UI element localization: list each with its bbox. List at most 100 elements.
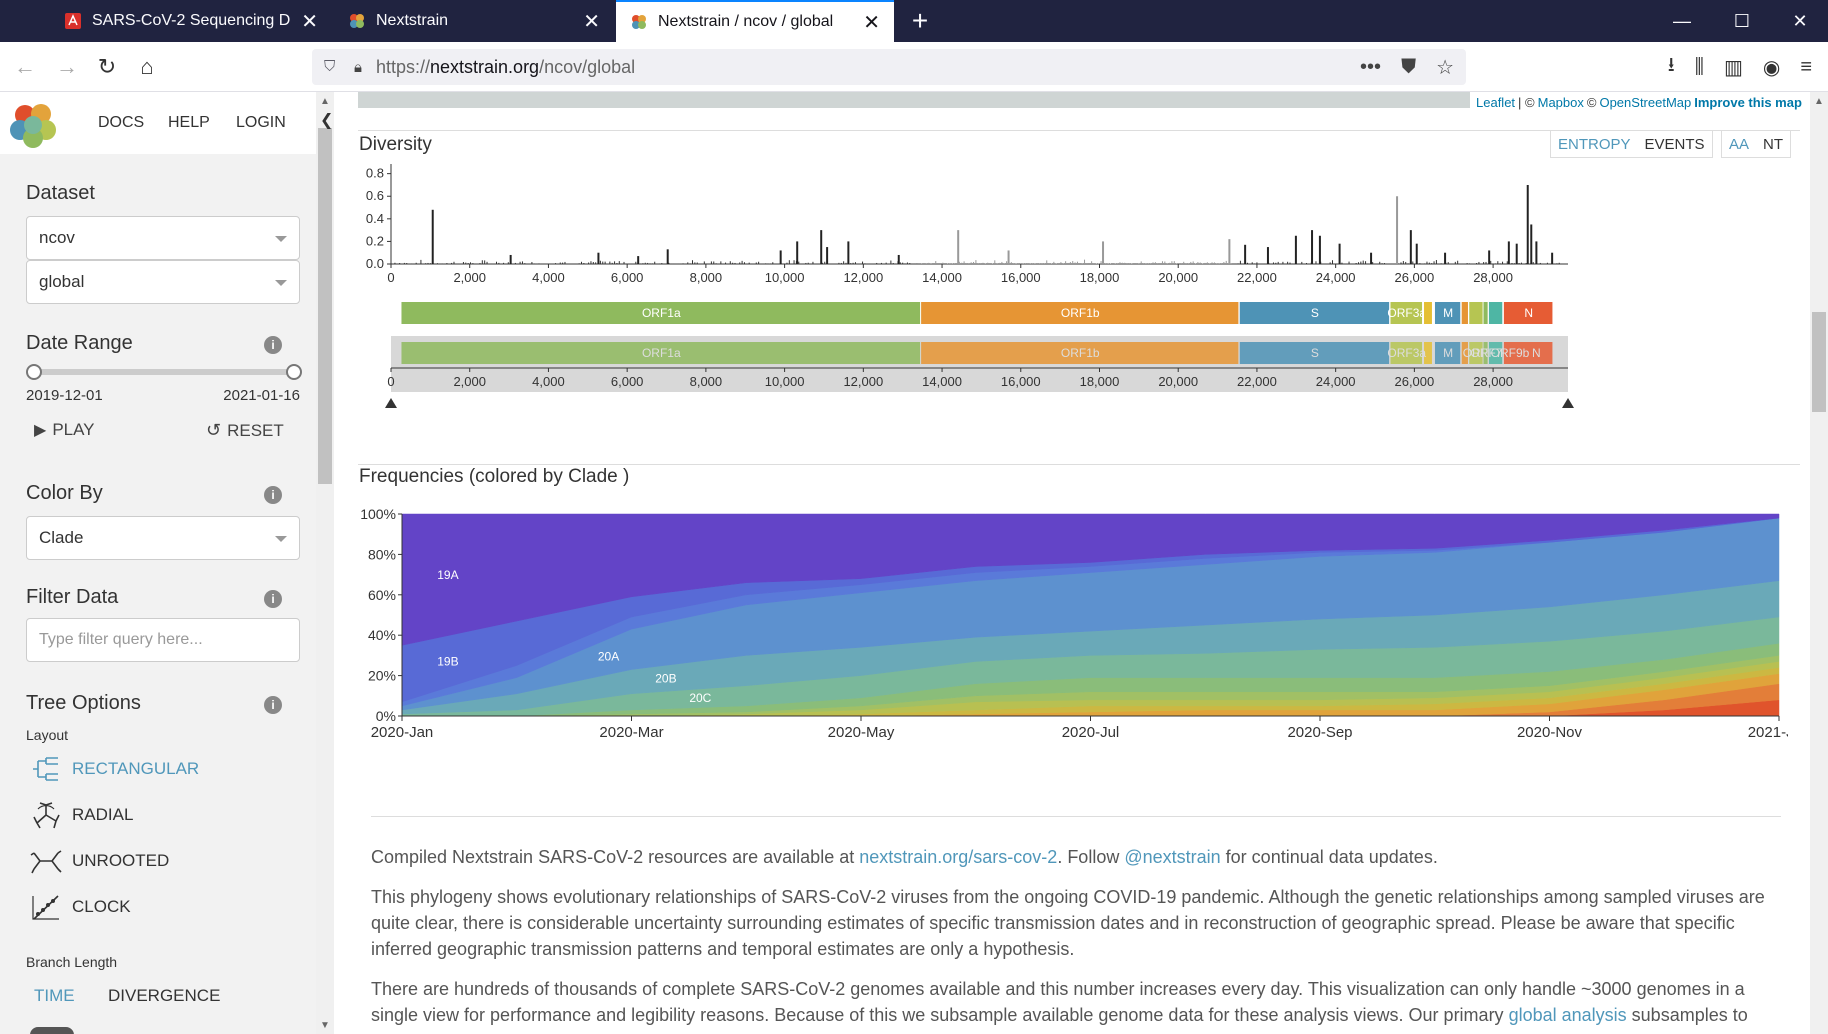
tracking-shield-icon[interactable]: ⛉ bbox=[324, 58, 336, 75]
dataset-value: global bbox=[39, 272, 85, 291]
zoom-gene-e bbox=[1424, 342, 1432, 364]
zoom-gene-n bbox=[1503, 342, 1553, 364]
page-actions-menu-icon[interactable]: ••• bbox=[1360, 55, 1382, 78]
nextstrain-twitter-link[interactable]: @nextstrain bbox=[1124, 847, 1221, 867]
layout-radial-option[interactable]: RADIAL bbox=[30, 798, 133, 832]
zoom-gene-orf8 bbox=[1488, 342, 1503, 364]
back-arrow-icon[interactable]: ← bbox=[14, 54, 36, 79]
improve-map-link[interactable]: Improve this map bbox=[1694, 94, 1802, 110]
close-tab-icon[interactable]: ✕ bbox=[583, 10, 600, 33]
zoom-x-tick-label: 20,000 bbox=[1158, 374, 1198, 389]
x-tick-label: 2021-Jan bbox=[1748, 724, 1788, 741]
sidebar-scroll-thumb[interactable] bbox=[318, 128, 332, 484]
zoom-gene-orf1a bbox=[401, 342, 921, 364]
hamburger-menu-icon[interactable]: ≡ bbox=[1800, 55, 1812, 78]
y-tick-label: 0.2 bbox=[366, 233, 384, 248]
sidebar-toggle-icon[interactable]: ▥ bbox=[1723, 56, 1743, 79]
controls-sidebar: DOCS HELP LOGIN Dataset ncov global Date… bbox=[0, 92, 316, 1034]
padlock-icon[interactable]: 🔒︎ bbox=[354, 58, 362, 76]
reset-button[interactable]: ↺ RESET bbox=[206, 420, 284, 441]
nextstrain-logo-icon[interactable] bbox=[8, 100, 58, 150]
nt-toggle[interactable]: NT bbox=[1763, 135, 1784, 153]
y-tick-label: 60% bbox=[368, 587, 396, 603]
global-analysis-link[interactable]: global analysis bbox=[1508, 1005, 1627, 1025]
new-tab-plus-icon[interactable]: + bbox=[911, 5, 929, 36]
pocket-icon[interactable]: ⛊ bbox=[1401, 55, 1417, 78]
map-bottom-edge[interactable] bbox=[358, 92, 1800, 108]
minimize-icon[interactable]: — bbox=[1673, 10, 1691, 31]
close-tab-icon[interactable]: ✕ bbox=[863, 11, 880, 34]
branch-length-divergence-option[interactable]: DIVERGENCE bbox=[108, 986, 221, 1005]
main-scroll-thumb[interactable] bbox=[1812, 312, 1826, 412]
main-scrollbar[interactable]: ▲ bbox=[1810, 92, 1828, 1034]
close-window-icon[interactable]: ✕ bbox=[1792, 10, 1808, 31]
y-tick-label: 0% bbox=[376, 708, 396, 724]
tab-nextstrain-ncov-global[interactable]: Nextstrain / ncov / global ✕ bbox=[616, 0, 894, 42]
collapse-sidebar-chevron-icon[interactable]: ❮ bbox=[320, 112, 334, 129]
mapbox-link[interactable]: Mapbox bbox=[1537, 94, 1584, 110]
x-tick-label: 16,000 bbox=[1001, 270, 1041, 285]
date-range-end-handle[interactable] bbox=[286, 364, 302, 380]
library-icon[interactable]: ⫼ bbox=[1694, 55, 1704, 78]
reload-icon[interactable]: ↻ bbox=[97, 54, 117, 79]
divider bbox=[358, 464, 1800, 465]
zoom-gene-label: N bbox=[1532, 346, 1541, 360]
docs-link[interactable]: DOCS bbox=[98, 114, 145, 131]
zoom-x-tick-label: 26,000 bbox=[1394, 374, 1434, 389]
entropy-toggle[interactable]: ENTROPY bbox=[1558, 135, 1631, 153]
downloads-icon[interactable]: ⭳ bbox=[1667, 54, 1675, 76]
filter-query-input[interactable] bbox=[26, 618, 300, 662]
date-range-start-handle[interactable] bbox=[26, 364, 42, 380]
maximize-icon[interactable]: ☐ bbox=[1733, 10, 1751, 31]
gene-orf7a bbox=[1469, 302, 1483, 324]
gene-label-orf1b: ORF1b bbox=[1061, 306, 1100, 320]
layout-clock-option[interactable]: CLOCK bbox=[30, 890, 131, 924]
scroll-down-icon[interactable]: ▼ bbox=[320, 1019, 330, 1031]
branch-length-time-option[interactable]: TIME bbox=[34, 986, 75, 1005]
sidebar-scrollbar[interactable]: ▲ ▼ bbox=[316, 92, 334, 1034]
info-icon[interactable]: i bbox=[264, 336, 282, 354]
tab-sars-cov-2-sequencing[interactable]: SARS-CoV-2 Sequencing Data: ✕ bbox=[50, 0, 332, 42]
toggle-switch[interactable] bbox=[30, 1027, 74, 1034]
address-bar[interactable]: ⛉ 🔒︎ https://nextstrain.org/ncov/global … bbox=[312, 49, 1466, 85]
y-tick-label: 0.0 bbox=[366, 256, 384, 271]
info-icon[interactable]: i bbox=[264, 486, 282, 504]
account-icon[interactable]: ◉ bbox=[1762, 56, 1781, 79]
layout-rectangular-option[interactable]: RECTANGULAR bbox=[30, 752, 199, 786]
frequencies-stream-chart[interactable]: 20C 20B 20A 19B 19A 0% 20% 40% 60% 80% 100% 2020-Ja… bbox=[358, 502, 1788, 764]
leaflet-link[interactable]: Leaflet bbox=[1476, 94, 1516, 110]
bookmark-star-icon[interactable]: ☆ bbox=[1436, 56, 1454, 79]
close-tab-icon[interactable]: ✕ bbox=[301, 10, 318, 33]
scroll-up-icon[interactable]: ▲ bbox=[1814, 95, 1824, 107]
info-icon[interactable]: i bbox=[264, 590, 282, 608]
gene-m bbox=[1434, 302, 1461, 324]
date-range-slider[interactable] bbox=[34, 369, 294, 375]
color-by-select[interactable]: Clade bbox=[26, 516, 300, 560]
gene-label-m: M bbox=[1443, 306, 1453, 320]
play-button[interactable]: ▶ PLAY bbox=[34, 420, 95, 440]
y-tick-label: 80% bbox=[368, 546, 396, 562]
entropy-events-toggle: ENTROPY EVENTS bbox=[1550, 130, 1713, 158]
navigation-toolbar: ← → ↻ ⌂ ⛉ 🔒︎ https://nextstrain.org/ncov… bbox=[0, 42, 1828, 92]
frequencies-title: Frequencies (colored by Clade ) bbox=[359, 466, 630, 487]
date-range-start: 2019-12-01 bbox=[26, 387, 103, 404]
tab-nextstrain[interactable]: Nextstrain ✕ bbox=[334, 0, 614, 42]
layout-unrooted-option[interactable]: UNROOTED bbox=[30, 844, 169, 878]
info-icon[interactable]: i bbox=[264, 696, 282, 714]
forward-arrow-icon[interactable]: → bbox=[56, 54, 78, 79]
sars-cov-2-resources-link[interactable]: nextstrain.org/sars-cov-2 bbox=[859, 847, 1058, 867]
events-toggle[interactable]: EVENTS bbox=[1644, 135, 1705, 153]
openstreetmap-link[interactable]: OpenStreetMap bbox=[1599, 94, 1692, 110]
diversity-entropy-chart[interactable]: 0.0 0.2 0.4 0.6 0.8 0 2,000 4,000 6,000 8,000 10,0… bbox=[358, 158, 1788, 468]
zoom-x-tick-label: 12,000 bbox=[843, 374, 883, 389]
login-link[interactable]: LOGIN bbox=[236, 114, 286, 131]
footer-paragraph-subsampling: There are hundreds of thousands of compl… bbox=[371, 976, 1781, 1028]
help-link[interactable]: HELP bbox=[168, 114, 210, 131]
unrooted-tree-icon bbox=[30, 850, 62, 874]
aa-toggle[interactable]: AA bbox=[1729, 135, 1750, 153]
home-icon[interactable]: ⌂ bbox=[140, 54, 154, 79]
dataset-select-primary[interactable]: ncov bbox=[26, 216, 300, 260]
url-text[interactable]: https://nextstrain.org/ncov/global bbox=[375, 56, 636, 77]
scroll-up-icon[interactable]: ▲ bbox=[320, 95, 330, 107]
dataset-select-secondary[interactable]: global bbox=[26, 260, 300, 304]
